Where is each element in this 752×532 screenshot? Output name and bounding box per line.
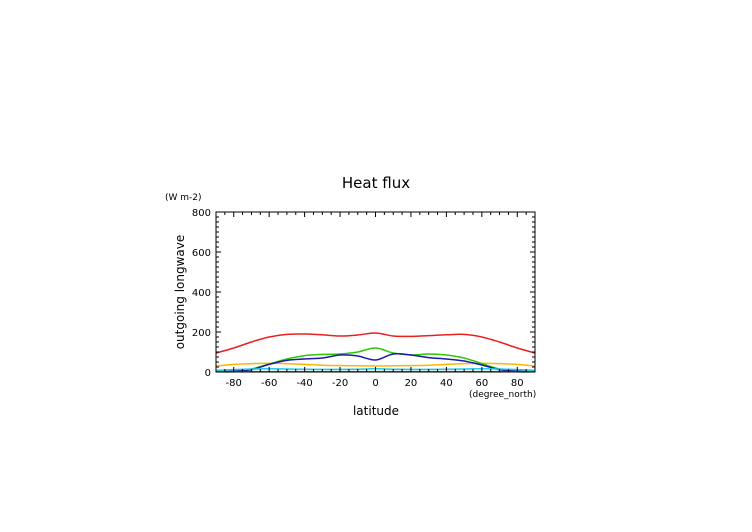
series-line-4 [215, 352, 536, 373]
series-layer [215, 332, 536, 373]
x-tick-label: -20 [332, 378, 348, 389]
y-tick-label: 400 [192, 288, 211, 299]
x-tick-label: 0 [372, 378, 378, 389]
x-units: (degree_north) [469, 390, 536, 400]
x-tick-label: -60 [261, 378, 277, 389]
series-line-1 [215, 332, 536, 354]
y-tick-label: 200 [192, 328, 211, 339]
x-tick-label: 80 [511, 378, 524, 389]
y-units: (W m-2) [165, 193, 202, 203]
y-axis-label: outgoing longwave [173, 235, 187, 350]
x-axis-label: latitude [353, 404, 399, 418]
y-tick-label: 600 [192, 248, 211, 259]
x-tick-label: -80 [226, 378, 242, 389]
chart-title: Heat flux [342, 174, 410, 192]
y-tick-label: 0 [205, 368, 211, 379]
y-tick-label: 800 [192, 208, 211, 219]
x-tick-label: 40 [440, 378, 453, 389]
x-tick-label: 20 [405, 378, 418, 389]
x-tick-label: -40 [296, 378, 312, 389]
x-tick-label: 60 [475, 378, 488, 389]
